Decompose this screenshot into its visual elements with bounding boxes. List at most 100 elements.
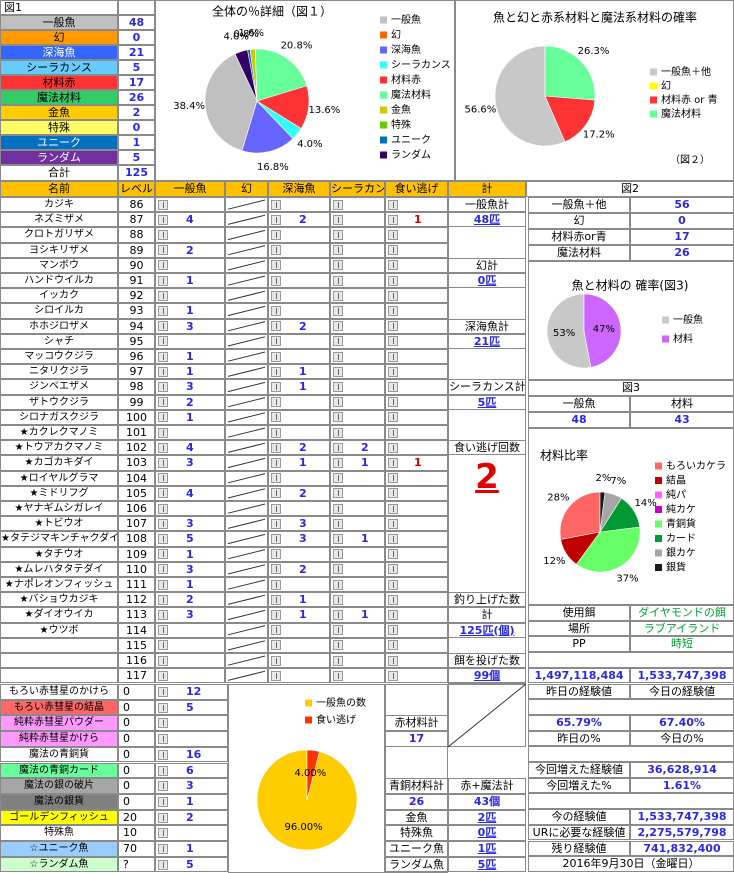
spin-icon	[271, 260, 281, 271]
spin-icon	[333, 305, 343, 316]
count: 2	[268, 212, 330, 228]
count: 2	[155, 592, 225, 608]
count: 3	[155, 607, 225, 623]
fish-level: 91	[118, 273, 155, 289]
fish-name: ★ミドリフグ	[0, 485, 118, 501]
material-level: 0	[118, 746, 155, 763]
count: 3	[268, 516, 330, 532]
spin-icon	[158, 702, 168, 713]
fish-name: ニタリクジラ	[0, 364, 118, 380]
spin-icon	[388, 397, 398, 408]
spin-icon	[388, 442, 398, 453]
special-label: ランダム魚	[385, 856, 448, 873]
row-value: 1.61%	[630, 777, 734, 794]
cell	[225, 531, 268, 547]
count	[268, 257, 330, 273]
material-count: 1	[155, 793, 228, 810]
cell	[225, 288, 268, 304]
spin-icon	[271, 518, 281, 529]
spin-icon	[271, 214, 281, 225]
count: 1	[155, 409, 225, 425]
spin-icon	[271, 594, 281, 605]
fish-name: ★トビウオ	[0, 516, 118, 532]
fish-level: 101	[118, 425, 155, 441]
total-value: 5匹	[448, 394, 526, 410]
row-label: 今回増えた経験値	[528, 762, 630, 778]
spin-icon	[158, 321, 168, 332]
cell	[225, 485, 268, 501]
fish-level: 92	[118, 288, 155, 304]
row-value: 65.79%	[528, 714, 630, 731]
spin-icon	[333, 275, 343, 286]
spin-icon	[158, 749, 168, 760]
spin-icon	[388, 275, 398, 286]
row-label: シーラカンス	[0, 60, 118, 75]
header-cell: 名前	[0, 181, 118, 197]
cell	[225, 212, 268, 228]
count	[385, 379, 448, 395]
spin-icon	[333, 670, 343, 681]
cell	[225, 379, 268, 395]
count	[330, 668, 385, 684]
spin-icon	[158, 260, 168, 271]
spin-icon	[271, 245, 281, 256]
material-level: ?	[118, 856, 155, 873]
fish-name	[0, 668, 118, 684]
row-label: 特殊	[0, 120, 118, 135]
count: 3	[155, 318, 225, 334]
fish-level: 112	[118, 592, 155, 608]
fish-name: ザトウクジラ	[0, 394, 118, 410]
row-label: 使用餌	[528, 605, 630, 621]
spin-icon	[158, 397, 168, 408]
count	[385, 577, 448, 593]
fish-level: 108	[118, 531, 155, 547]
row-label: 今日の経験値	[630, 683, 734, 700]
fish-name: ★ムレハタタテダイ	[0, 561, 118, 577]
cell	[225, 561, 268, 577]
spin-icon	[158, 670, 168, 681]
row-value: 2,275,579,798	[630, 824, 734, 841]
count	[155, 288, 225, 304]
count	[385, 637, 448, 653]
count	[385, 516, 448, 532]
material-level: 0	[118, 762, 155, 779]
spin-icon	[388, 488, 398, 499]
fish-level: 116	[118, 653, 155, 669]
material-level: 10	[118, 825, 155, 841]
count: 1	[155, 349, 225, 365]
count	[330, 485, 385, 501]
cell	[225, 637, 268, 653]
fish-level: 103	[118, 455, 155, 471]
material-level: 0	[118, 731, 155, 747]
count	[268, 394, 330, 410]
fish-name: ホホジロザメ	[0, 318, 118, 334]
material-name: ☆ユニーク魚	[0, 841, 118, 857]
row-label: ランダム	[0, 150, 118, 165]
spin-icon	[158, 859, 168, 870]
fish-level: 87	[118, 212, 155, 228]
material-name: 魔法の青銅貨	[0, 746, 118, 763]
fish-name: ★カゴカキダイ	[0, 455, 118, 471]
count	[385, 318, 448, 334]
cell	[225, 409, 268, 425]
count: 1	[330, 455, 385, 471]
cell	[528, 746, 734, 762]
material-count	[155, 731, 228, 747]
header-cell: 一般魚	[528, 396, 630, 412]
row-label: 場所	[528, 620, 630, 637]
count: 1	[155, 303, 225, 319]
count	[385, 273, 448, 289]
row-label: 魔法材料	[528, 245, 630, 261]
total-label: 計	[448, 607, 526, 623]
count	[268, 197, 330, 213]
spin-icon	[388, 305, 398, 316]
spin-icon	[158, 812, 168, 823]
cell	[225, 242, 268, 258]
spin-icon	[333, 564, 343, 575]
spin-icon	[388, 260, 398, 271]
row-value: 17	[630, 229, 734, 245]
fish-level: 98	[118, 379, 155, 395]
material-name: ☆ランダム魚	[0, 856, 118, 873]
count	[268, 227, 330, 243]
row-value: 5	[118, 150, 155, 165]
